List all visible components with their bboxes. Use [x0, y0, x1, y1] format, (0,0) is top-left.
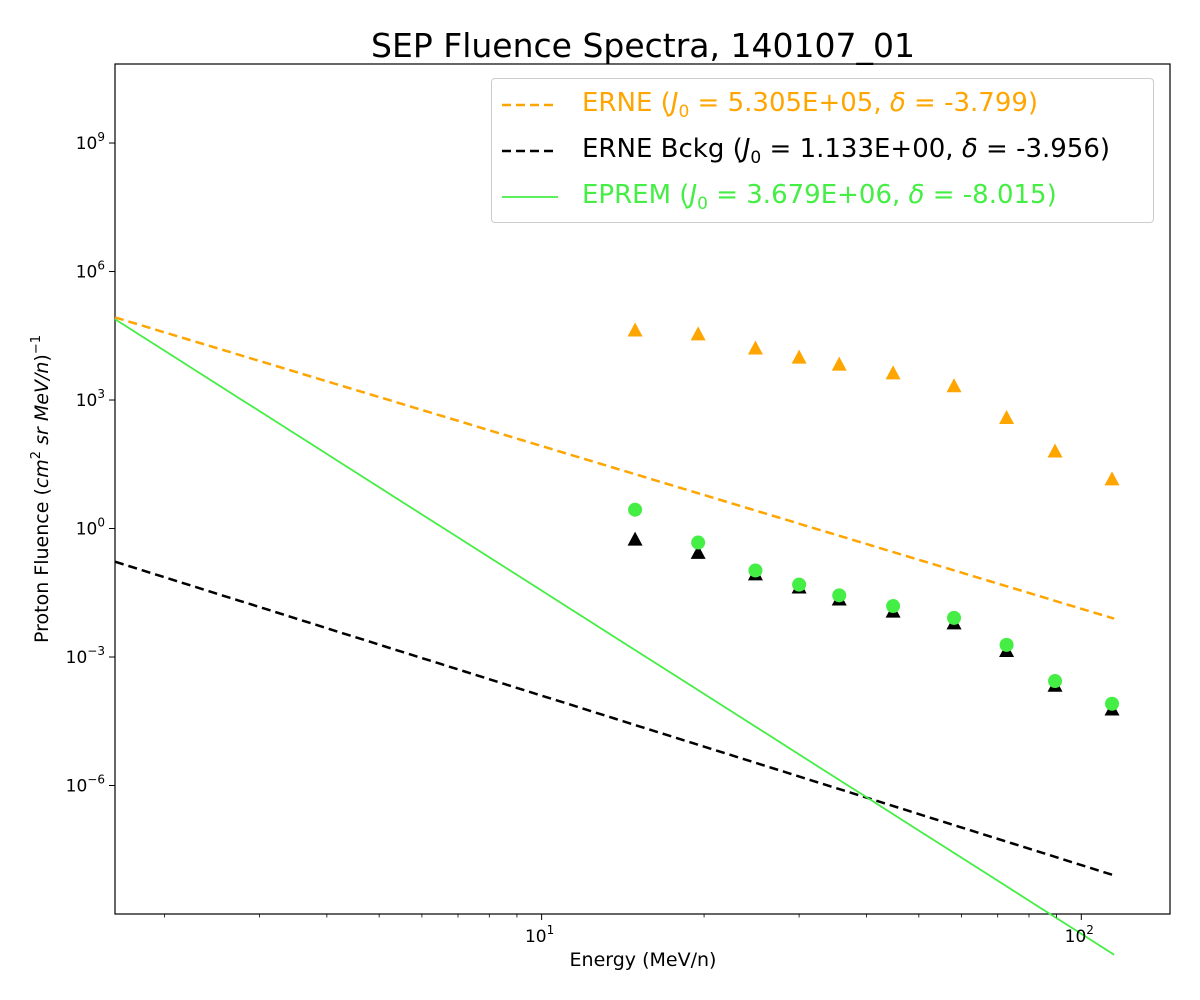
series-1-point-4 [791, 349, 807, 364]
x-tick-label-2: 102 [1065, 923, 1094, 947]
series-2-point-1 [627, 531, 643, 546]
fit-lines [114, 316, 1115, 956]
legend-label-2: ERNE Bckg (J0 = 1.133E+00, δ = -3.956) [582, 133, 1111, 169]
series-3-point-9 [1048, 674, 1063, 689]
series-3-point-7 [947, 610, 962, 625]
series-2-point-2 [690, 544, 706, 559]
legend-entry-3: EPREM (J0 = 3.679E+06, δ = -8.015) [502, 177, 1057, 217]
fit-line-1 [114, 316, 1115, 620]
axis-ticks: 101 102 10−6 10−3 100 103 106 109 [66, 130, 1094, 947]
x-axis-label: Energy (MeV/n) [570, 949, 717, 971]
series-1-point-6 [885, 365, 901, 380]
plot-area-frame [114, 63, 1171, 915]
y-tick-label-4: 103 [76, 387, 105, 411]
y-tick-label-1: 10−6 [66, 773, 105, 797]
y-tick-label-3: 100 [76, 516, 105, 540]
series-3-point-10 [1105, 696, 1120, 711]
series-1-point-1 [627, 322, 643, 337]
series-3-point-6 [886, 599, 901, 614]
legend-swatch-3 [502, 196, 558, 198]
series-3-point-1 [628, 502, 643, 517]
series-3-point-3 [748, 563, 763, 578]
series-1-point-8 [999, 410, 1015, 425]
series-3-point-8 [999, 637, 1014, 652]
y-tick-label-5: 106 [76, 259, 105, 283]
legend-swatch-2 [502, 149, 558, 153]
fit-line-3 [114, 318, 1115, 956]
data-points [627, 322, 1120, 716]
series-1-point-2 [690, 326, 706, 341]
y-axis-label: Proton Fluence (cm2 sr MeV/n)−1 [29, 335, 53, 643]
legend-entry-1: ERNE (J0 = 5.305E+05, δ = -3.799) [502, 85, 1038, 125]
series-3-point-2 [691, 535, 706, 550]
legend-entry-2: ERNE Bckg (J0 = 1.133E+00, δ = -3.956) [502, 131, 1110, 171]
x-tick-label-1: 101 [525, 923, 554, 947]
legend-label-3: EPREM (J0 = 3.679E+06, δ = -8.015) [582, 179, 1057, 215]
series-1-point-5 [831, 356, 847, 371]
fit-line-2 [114, 560, 1115, 877]
y-tick-label-6: 109 [76, 130, 105, 154]
y-tick-label-2: 10−3 [66, 644, 105, 668]
series-1-point-7 [946, 378, 962, 393]
chart-title: SEP Fluence Spectra, 140107_01 [371, 26, 915, 65]
series-3-point-4 [792, 577, 807, 592]
legend-label-1: ERNE (J0 = 5.305E+05, δ = -3.799) [582, 87, 1039, 123]
series-3-point-5 [832, 588, 847, 603]
legend-swatch-1 [502, 103, 558, 107]
series-1-point-9 [1047, 443, 1063, 458]
series-1-point-3 [747, 340, 763, 355]
chart-legend: ERNE (J0 = 5.305E+05, δ = -3.799) ERNE Bc… [491, 78, 1154, 223]
series-1-point-10 [1104, 471, 1120, 486]
